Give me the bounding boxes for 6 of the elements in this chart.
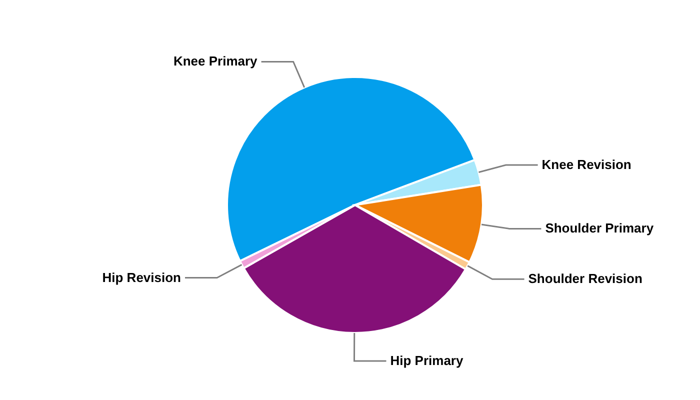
slice-label: Knee Primary xyxy=(173,54,258,69)
slice-label: Shoulder Primary xyxy=(545,220,654,236)
slice-label: Shoulder Revision xyxy=(528,271,642,286)
slice-label: Knee Revision xyxy=(542,157,632,172)
slice-label: Hip Revision xyxy=(102,270,182,285)
slice-label: Hip Primary xyxy=(390,353,464,368)
